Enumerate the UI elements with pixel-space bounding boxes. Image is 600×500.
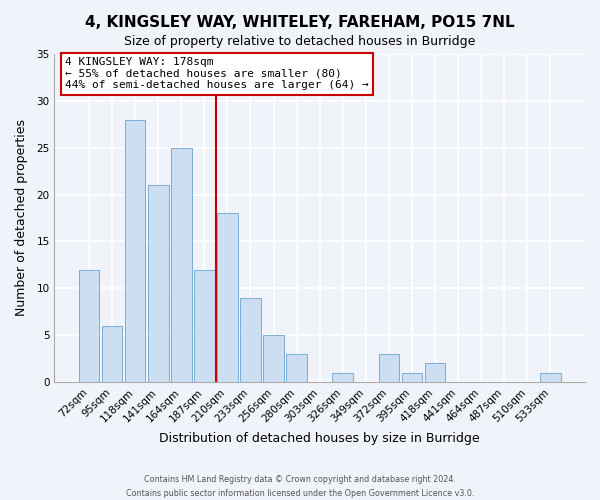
Bar: [401, 372, 422, 382]
Bar: [148, 185, 169, 382]
Text: 4, KINGSLEY WAY, WHITELEY, FAREHAM, PO15 7NL: 4, KINGSLEY WAY, WHITELEY, FAREHAM, PO15…: [85, 15, 515, 30]
Bar: [101, 326, 122, 382]
Text: Contains HM Land Registry data © Crown copyright and database right 2024.
Contai: Contains HM Land Registry data © Crown c…: [126, 476, 474, 498]
Bar: [425, 363, 445, 382]
Bar: [263, 335, 284, 382]
Bar: [79, 270, 100, 382]
Bar: [125, 120, 145, 382]
Bar: [240, 298, 261, 382]
Bar: [171, 148, 191, 382]
Bar: [286, 354, 307, 382]
Bar: [540, 372, 561, 382]
Text: Size of property relative to detached houses in Burridge: Size of property relative to detached ho…: [124, 35, 476, 48]
Bar: [332, 372, 353, 382]
Bar: [217, 214, 238, 382]
Y-axis label: Number of detached properties: Number of detached properties: [15, 120, 28, 316]
Bar: [194, 270, 215, 382]
Text: 4 KINGSLEY WAY: 178sqm
← 55% of detached houses are smaller (80)
44% of semi-det: 4 KINGSLEY WAY: 178sqm ← 55% of detached…: [65, 58, 369, 90]
Bar: [379, 354, 400, 382]
X-axis label: Distribution of detached houses by size in Burridge: Distribution of detached houses by size …: [160, 432, 480, 445]
